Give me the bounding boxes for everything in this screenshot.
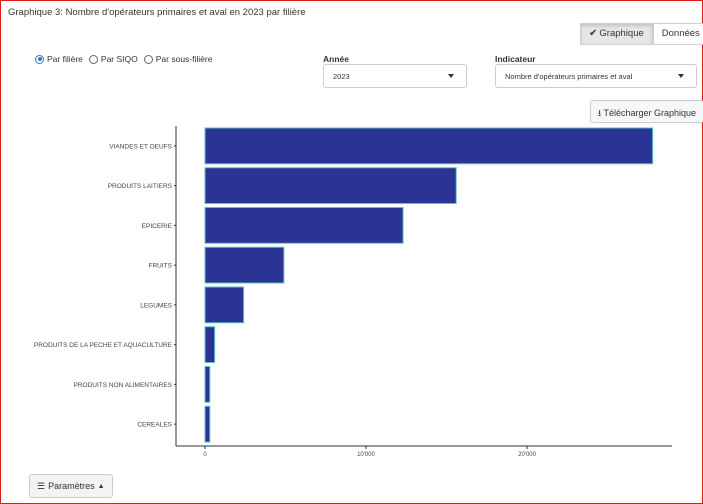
y-tick-label: FRUITS [149,263,173,270]
check-icon: ✔ [589,28,598,39]
dropdown-caret-icon [448,74,454,78]
indicator-select[interactable]: Nombre d'opérateurs primaires et aval [495,64,697,88]
radio-label: Par SIQO [100,54,138,64]
indicator-label: Indicateur [495,54,536,64]
parameters-label: Paramètres [48,481,95,491]
y-tick-label: VIANDES ET OEUFS [109,143,172,150]
caret-up-icon: ▲ [97,482,105,490]
radio-label: Par sous-filière [155,54,213,64]
sliders-icon: ☰ [37,480,46,491]
download-label: Télécharger Graphique [603,108,697,118]
radio-label: Par filière [47,54,83,64]
y-tick-label: LEGUMES [140,302,172,309]
year-value: 2023 [333,72,350,81]
y-tick-label: PRODUITS LAITIERS [108,183,173,190]
view-toggle: ✔ Graphique Données [580,23,703,45]
bar-legumes[interactable] [204,286,245,324]
bar-cereales[interactable] [204,405,211,443]
year-select[interactable]: 2023 [323,64,467,88]
radio-par-siqo[interactable]: Par SIQO [88,54,138,64]
data-view-button[interactable]: Données [652,23,703,45]
bar-produits-non-alimentaires[interactable] [204,365,211,403]
bar-viandes-et-oeufs[interactable] [204,127,654,165]
y-tick-label: PRODUITS NON ALIMENTAIRES [74,382,173,389]
indicator-value: Nombre d'opérateurs primaires et aval [505,72,633,81]
bar-chart: VIANDES ET OEUFS PRODUITS LAITIERS EPICERI… [34,126,672,458]
download-icon: ⭳ [598,108,602,118]
parameters-button[interactable]: ☰ Paramètres ▲ [29,474,113,498]
download-chart-button[interactable]: ⭳ Télécharger Graphique [590,100,703,123]
x-tick-label: 20'000 [518,452,536,458]
bar-produits-laitiers[interactable] [204,167,457,205]
bar-produits-de-la-peche-et-aquaculture[interactable] [204,326,216,364]
radio-par-filiere[interactable]: Par filière [35,54,83,64]
x-tick-label: 10'000 [357,452,375,458]
y-tick-label: EPICERIE [142,223,173,230]
bar-epicerie[interactable] [204,206,404,244]
grouping-radio-group: Par filière Par SIQO Par sous-filière [35,54,212,64]
bar-fruits[interactable] [204,246,285,284]
radio-par-sous-filiere[interactable]: Par sous-filière [143,54,213,64]
x-tick-label: 0 [203,452,207,458]
dropdown-caret-icon [678,74,684,78]
graph-view-label: Graphique [599,28,644,39]
radio-checked-icon [35,54,44,64]
y-tick-label: PRODUITS DE LA PECHE ET AQUACULTURE [34,342,173,349]
radio-unchecked-icon [88,54,98,64]
chart-title: Graphique 3: Nombre d'opérateurs primair… [8,7,306,18]
year-label: Année [323,54,349,64]
radio-unchecked-icon [143,54,153,64]
y-tick-label: CEREALES [137,422,172,429]
graph-view-button[interactable]: ✔ Graphique [580,23,653,45]
